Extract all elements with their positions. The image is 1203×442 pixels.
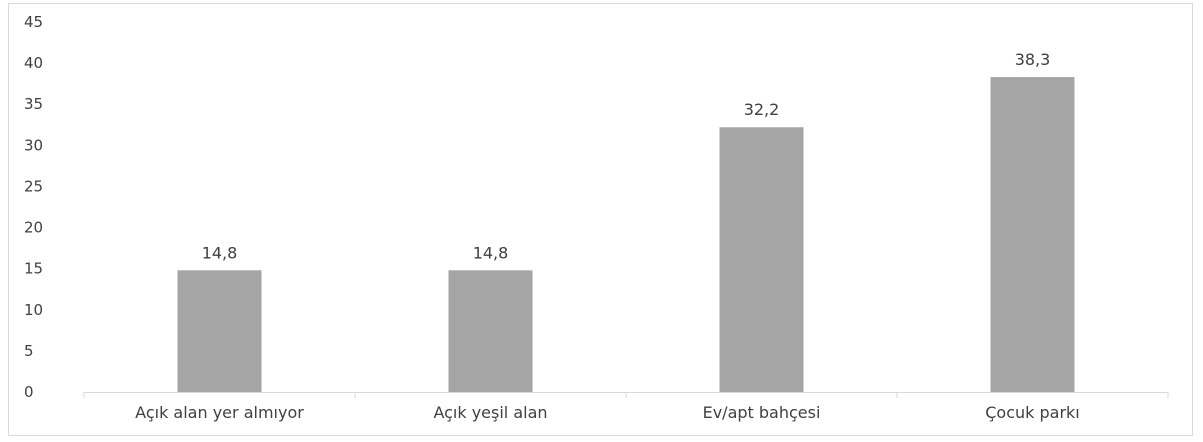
data-label: 14,8 — [473, 243, 509, 262]
category-labels-group: Açık alan yer almıyor Açık yeşil alan Ev/a… — [135, 403, 1080, 422]
category-label: Açık alan yer almıyor — [135, 403, 304, 422]
y-tick-label: 5 — [24, 342, 34, 360]
y-tick-label: 15 — [24, 260, 43, 278]
y-tick-label: 20 — [24, 219, 43, 237]
y-tick-label: 25 — [24, 177, 43, 195]
data-label: 14,8 — [202, 243, 238, 262]
y-tick-label: 10 — [24, 301, 43, 319]
category-label: Ev/apt bahçesi — [703, 403, 821, 422]
category-label: Çocuk parkı — [985, 403, 1080, 422]
y-tick-label: 45 — [24, 13, 43, 31]
y-tick-label: 35 — [24, 95, 43, 113]
bar — [719, 127, 804, 392]
data-label: 32,2 — [744, 100, 780, 119]
y-axis-ticks: 0 5 10 15 20 25 30 35 40 45 — [24, 13, 43, 401]
bars-group — [177, 77, 1075, 392]
bar — [990, 77, 1075, 392]
bar — [448, 270, 533, 392]
bar — [177, 270, 262, 392]
data-labels-group: 14,8 14,8 32,2 38,3 — [202, 50, 1051, 262]
data-label: 38,3 — [1015, 50, 1051, 69]
y-tick-label: 0 — [24, 383, 34, 401]
category-label: Açık yeşil alan — [433, 403, 547, 422]
y-tick-label: 40 — [24, 54, 43, 72]
y-tick-label: 30 — [24, 136, 43, 154]
